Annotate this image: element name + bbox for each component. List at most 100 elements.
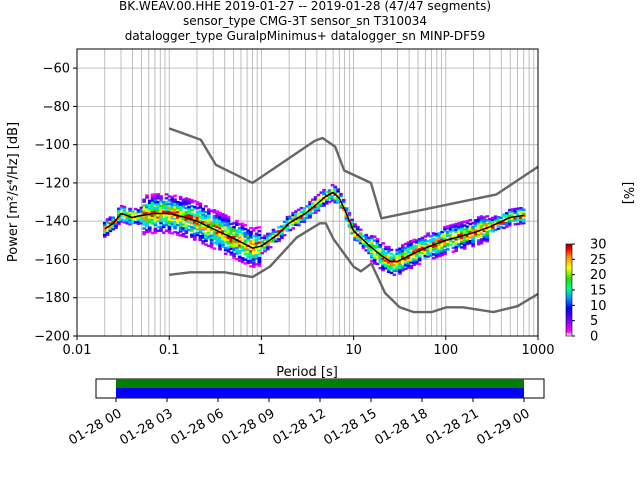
density-cell [260,246,265,249]
density-cell [468,226,473,230]
density-cell [488,223,492,227]
density-cell [465,229,470,232]
density-cell [445,244,450,247]
density-cell [448,224,453,227]
density-cell [291,211,295,215]
x-tick-label: 0.01 [63,343,92,358]
density-cell [111,220,115,223]
density-cell [201,211,205,214]
density-cell [105,229,110,233]
density-cell [367,240,371,243]
density-cell [229,253,234,256]
density-cell [176,210,180,213]
density-cell [117,217,121,220]
density-cell [117,219,121,222]
density-cell [190,225,194,229]
density-cell [206,237,211,240]
density-cell [226,236,231,240]
density-cell [412,259,416,263]
density-cell [153,216,158,219]
density-cell [336,190,340,193]
density-cell [136,216,141,220]
density-cell [474,222,478,226]
density-cell [176,202,180,206]
density-cell [333,187,338,190]
density-cell [392,264,397,267]
density-cell [147,205,152,208]
density-cell [198,236,203,240]
density-cell [476,235,481,238]
density-cell [184,224,189,227]
density-cell [333,197,338,200]
density-cell [131,221,135,225]
density-cell [251,263,256,267]
density-cell [156,195,160,198]
density-cell [190,204,194,208]
density-cell [147,214,152,218]
density-cell [164,202,169,206]
density-cell [476,227,481,231]
density-cell [117,209,121,212]
density-cell [502,220,506,224]
density-cell [389,256,394,259]
density-cell [198,223,203,226]
density-cell [294,215,298,219]
density-cell [237,251,242,255]
density-cell [398,268,402,271]
density-cell [209,244,214,247]
density-cell [406,258,411,262]
density-cell [229,251,234,254]
density-cell [164,200,169,204]
density-cell [201,221,205,224]
density-cell [150,203,155,206]
density-cell [488,217,492,221]
density-cell [401,246,405,249]
density-cell [490,216,495,220]
density-cell [254,255,259,258]
density-cell [184,201,189,204]
density-cell [257,233,262,237]
density-cell [237,226,242,230]
density-cell [206,223,211,227]
density-cell [201,215,205,218]
density-cell [426,243,430,247]
density-cell [218,234,222,238]
density-cell [204,210,208,214]
density-cell [243,252,248,256]
density-cell [316,199,321,202]
density-cell [209,209,214,213]
density-cell [153,223,158,227]
density-cell [246,233,250,236]
density-cell [519,212,523,216]
density-cell [184,235,189,238]
density-cell [187,209,191,213]
density-cell [313,201,318,205]
density-cell [108,218,113,221]
density-cell [162,225,166,229]
density-cell [159,197,163,200]
density-cell [291,223,295,226]
density-cell [235,250,239,253]
y-axis-label: Power [m²/s⁴/Hz] [dB] [6,122,21,262]
density-cell [375,237,380,241]
density-cell [243,241,248,244]
density-cell [285,221,290,225]
density-cell [240,228,245,231]
density-cell [162,223,166,227]
density-cell [474,234,478,237]
density-cell [502,215,506,218]
density-cell [226,246,231,249]
density-cell [423,244,428,248]
density-cell [384,245,388,249]
density-cell [215,212,220,215]
density-cell [173,211,177,215]
density-cell [440,248,444,251]
density-cell [181,206,186,209]
density-cell [150,197,155,200]
pdf-density [102,183,526,276]
density-cell [386,245,391,249]
density-cell [215,210,220,213]
density-cell [215,225,220,229]
density-cell [443,233,447,237]
density-cell [156,210,160,213]
